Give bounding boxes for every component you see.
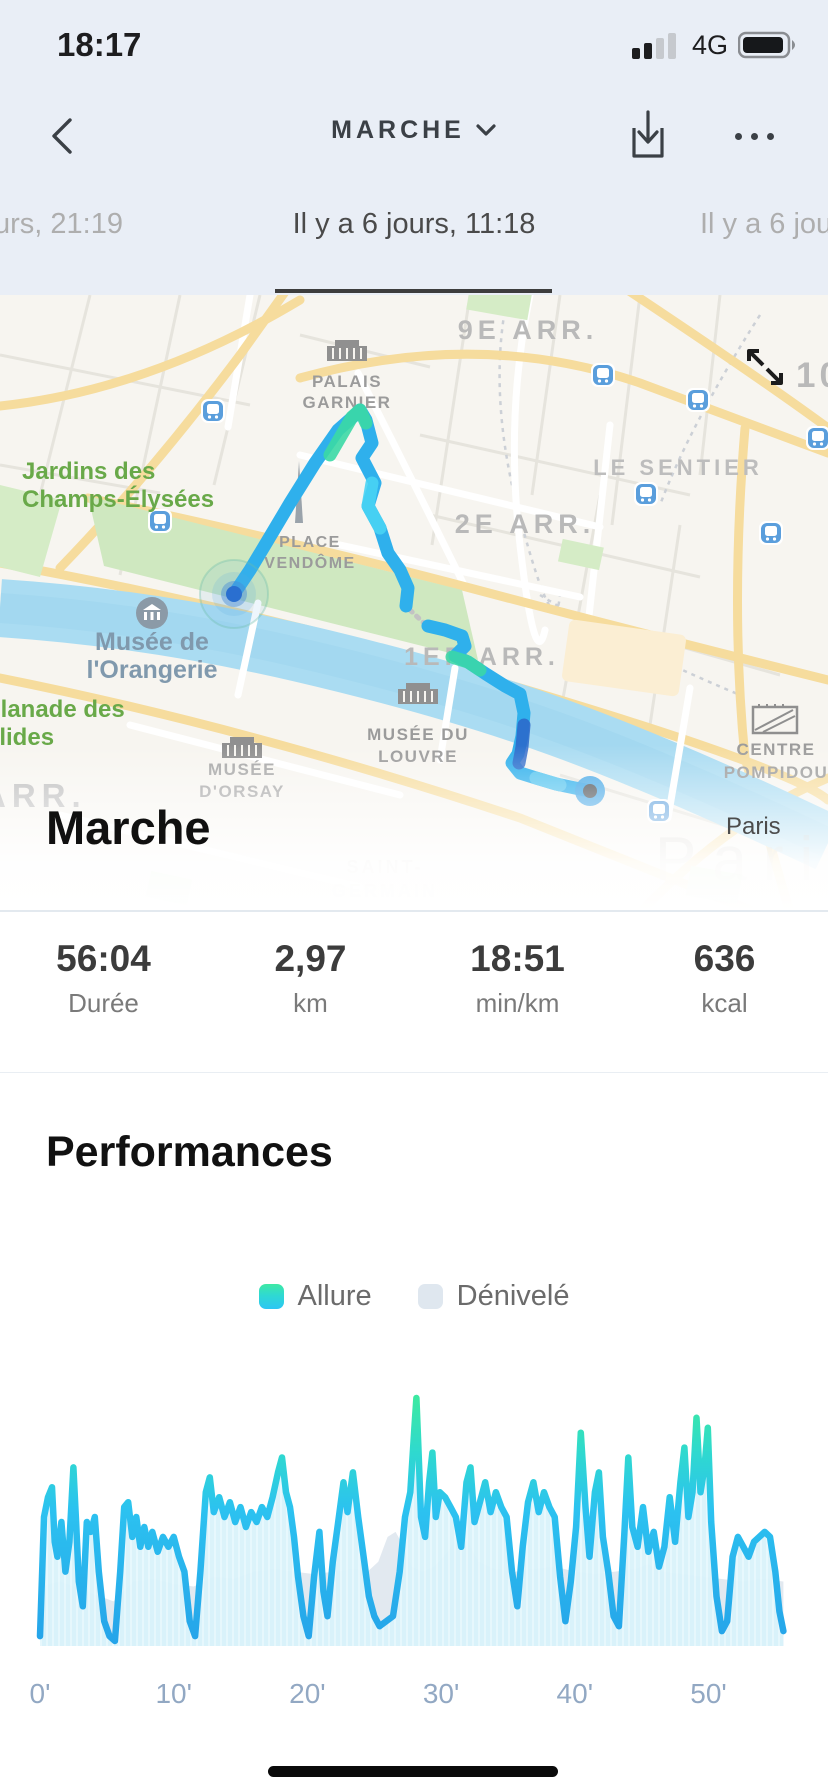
- status-icons: 4G: [630, 28, 800, 62]
- allure-line: [36, 1394, 787, 1645]
- status-bar: 18:17 4G: [0, 22, 828, 66]
- park-label: alides: [0, 724, 54, 751]
- stat-value: 56:04: [56, 938, 151, 979]
- header: 18:17 4G MARCHE: [0, 0, 828, 295]
- stat-distance: 2,97 km: [207, 938, 414, 1019]
- poi-label: VENDÔME: [264, 553, 355, 572]
- legend-label: Allure: [297, 1280, 372, 1312]
- denivele-swatch: [417, 1284, 443, 1309]
- metro-icon: [759, 521, 783, 545]
- stat-duration: 56:04 Durée: [0, 938, 207, 1019]
- park-label: Jardins des: [22, 458, 155, 485]
- activity-title: Marche: [46, 801, 211, 854]
- stat-label: km: [293, 988, 328, 1018]
- back-button[interactable]: [42, 112, 86, 160]
- battery-icon: [738, 31, 795, 59]
- session-date-carousel: urs, 21:19 Il y a 6 jours, 11:18 Il y a …: [0, 198, 828, 258]
- metro-icon: [686, 388, 710, 412]
- current-session-tab[interactable]: Il y a 6 jours, 11:18: [292, 208, 536, 240]
- allure-area: [40, 1398, 784, 1646]
- district-label: LE SENTIER: [593, 455, 763, 480]
- divider: [0, 910, 828, 912]
- metro-icon: [201, 399, 225, 423]
- divider: [0, 1072, 828, 1073]
- status-time: 18:17: [57, 26, 142, 63]
- metro-icon: [591, 363, 615, 387]
- poi-label: Musée de: [95, 628, 209, 656]
- x-tick: 50': [690, 1678, 727, 1709]
- stat-value: 18:51: [470, 938, 565, 979]
- stat-calories: 636 kcal: [621, 938, 828, 1019]
- home-indicator[interactable]: [268, 1766, 558, 1777]
- poi-label: POMPIDOU: [724, 763, 828, 782]
- cellular-signal-icon: [631, 33, 676, 59]
- performances-heading: Performances: [46, 1128, 333, 1176]
- metro-icon: [806, 426, 828, 450]
- legend-item-denivele[interactable]: Dénivelé: [417, 1280, 570, 1313]
- poi-label: l'Orangerie: [87, 656, 218, 684]
- pompidou-icon: [751, 704, 799, 735]
- legend-item-allure[interactable]: Allure: [258, 1280, 372, 1313]
- legend-label: Dénivelé: [456, 1280, 570, 1312]
- map-expand-icon[interactable]: [747, 349, 783, 385]
- dot: [734, 132, 742, 140]
- poi-label: CENTRE: [737, 740, 816, 759]
- park-label: planade des: [0, 696, 125, 723]
- city-label: Paris: [726, 813, 781, 840]
- stat-value: 636: [693, 938, 756, 979]
- stat-value: 2,97: [274, 938, 347, 979]
- chevron-down-icon: [475, 116, 497, 145]
- summary-stats: 56:04 Durée 2,97 km 18:51 min/km 636 kca…: [0, 938, 828, 1019]
- poi-label: D'ORSAY: [199, 782, 285, 801]
- performance-chart[interactable]: [0, 1352, 828, 1658]
- district-label: 9E ARR.: [458, 315, 599, 345]
- poi-label: SAINT-: [346, 857, 423, 877]
- activity-type-dropdown[interactable]: MARCHE: [0, 116, 828, 145]
- stat-label: kcal: [701, 988, 748, 1018]
- poi-label: MUSÉE: [208, 760, 276, 779]
- poi-label: GERMAIN: [332, 881, 438, 901]
- metro-icon: [647, 799, 671, 823]
- dot: [750, 132, 758, 140]
- x-tick: 0': [29, 1678, 51, 1709]
- orangerie-icon: [136, 597, 168, 629]
- district-label: 10: [796, 356, 828, 395]
- poi-label: PALAIS: [312, 372, 382, 391]
- previous-session-tab[interactable]: urs, 21:19: [0, 208, 123, 240]
- x-tick: 10': [155, 1678, 192, 1709]
- allure-swatch: [258, 1284, 284, 1309]
- performance-chart-canvas: [36, 1394, 787, 1646]
- x-tick: 30': [422, 1678, 460, 1709]
- poi-label: PLACE: [279, 534, 341, 551]
- stat-label: min/km: [475, 988, 560, 1018]
- selected-tab-underline: [275, 289, 552, 293]
- download-icon[interactable]: [626, 110, 670, 162]
- route-end-marker: [575, 776, 605, 806]
- metro-icon: [634, 482, 658, 506]
- poi-label: LOUVRE: [378, 747, 458, 766]
- activity-type-label: MARCHE: [331, 116, 465, 144]
- poi-label: MUSÉE DU: [367, 725, 469, 744]
- dot: [766, 132, 774, 140]
- route-map[interactable]: 9E ARR. 10 LE SENTIER 2E ARR. 1ER ARR. A…: [0, 295, 828, 910]
- more-options-icon[interactable]: [722, 124, 786, 148]
- stat-pace: 18:51 min/km: [414, 938, 621, 1019]
- x-tick: 20': [289, 1678, 326, 1709]
- district-label: 2E ARR.: [455, 509, 596, 539]
- network-type-label: 4G: [691, 29, 728, 60]
- next-session-tab[interactable]: Il y a 6 jou: [700, 208, 828, 240]
- poi-label: GARNIER: [303, 393, 392, 412]
- chart-x-axis: 0' 10' 20' 30' 40' 50': [0, 1678, 828, 1718]
- les-halles-block: [562, 619, 686, 697]
- stat-label: Durée: [68, 988, 139, 1018]
- chart-legend: Allure Dénivelé: [0, 1280, 828, 1313]
- route-start-marker: [199, 559, 269, 629]
- x-tick: 40': [556, 1678, 594, 1709]
- park-label: Champs-Élysées: [22, 485, 214, 513]
- nav-bar: MARCHE: [0, 102, 828, 172]
